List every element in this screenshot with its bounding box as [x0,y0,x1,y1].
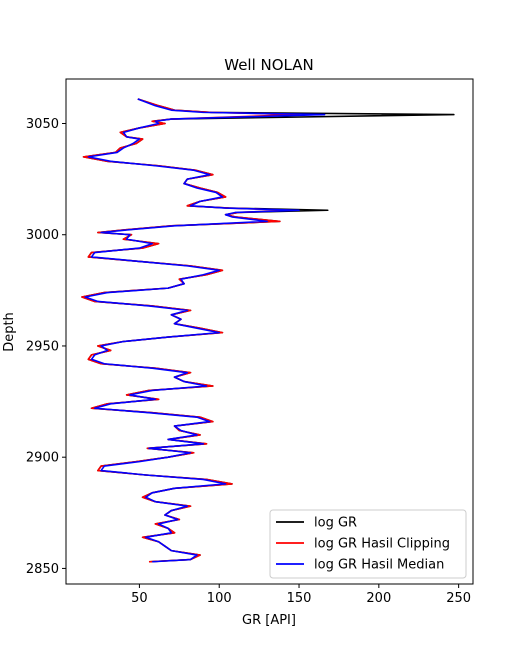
legend-label: log GR Hasil Median [314,558,444,573]
series-line-log-gr-median [84,98,326,563]
legend-label: log GR Hasil Clipping [314,537,450,552]
x-tick-label: 250 [446,591,471,606]
legend-box [269,509,467,579]
y-axis-label: Depth [2,312,17,352]
legend-label: log GR [314,516,357,531]
x-tick-label: 50 [131,591,148,606]
plot-frame [65,78,474,585]
series-layer [81,98,455,563]
y-tick-label: 2950 [26,339,59,354]
legend: log GR log GR Hasil Clipping log GR Hasil … [269,509,467,579]
x-tick-label: 150 [287,591,312,606]
y-tick-label: 3000 [26,228,59,243]
x-axis: 50 100 150 200 250 [131,584,471,606]
y-tick-label: 2850 [26,562,59,577]
y-tick-label: 2900 [26,451,59,466]
x-tick-label: 200 [366,591,391,606]
x-tick-label: 100 [207,591,232,606]
x-axis-label: GR [API] [242,613,296,628]
y-axis: 2850 2900 2950 3000 3050 [26,117,66,577]
chart-title: Well NOLAN [224,56,314,74]
y-tick-label: 3050 [26,117,59,132]
